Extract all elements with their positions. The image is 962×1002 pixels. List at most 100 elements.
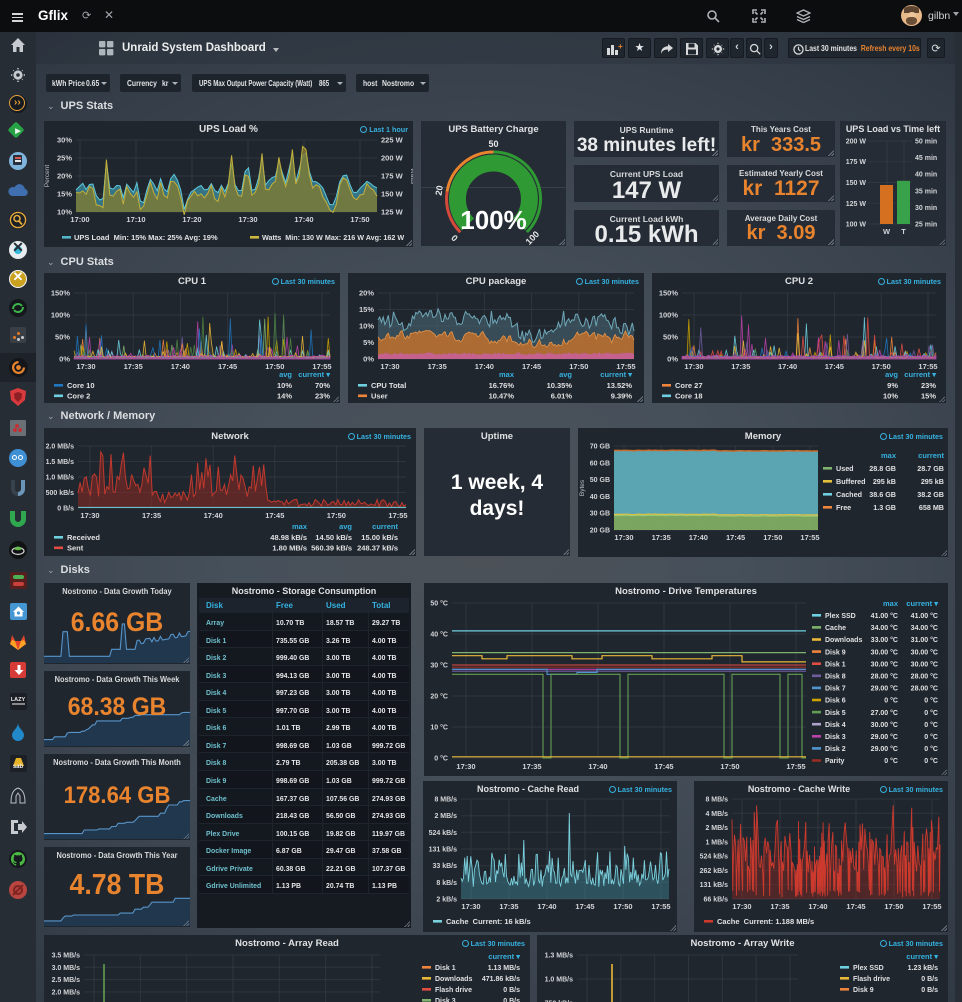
svg-text:17:35: 17:35 <box>652 533 671 542</box>
svg-text:3.5 MB/s: 3.5 MB/s <box>52 953 81 960</box>
svg-text:max: max <box>883 599 899 608</box>
svg-text:current ▾: current ▾ <box>906 952 939 961</box>
svg-text:17:45: 17:45 <box>575 902 594 911</box>
svg-text:Cached: Cached <box>836 490 862 499</box>
svg-text:28.00 °C: 28.00 °C <box>911 685 938 693</box>
svg-text:current: current <box>918 451 944 460</box>
svg-text:100%: 100% <box>51 311 71 320</box>
svg-text:658 MB: 658 MB <box>919 503 944 512</box>
svg-text:17:40: 17:40 <box>588 762 607 771</box>
svg-text:17:45: 17:45 <box>726 533 745 542</box>
svg-text:17:30: 17:30 <box>461 902 480 911</box>
svg-text:Parity: Parity <box>825 758 845 765</box>
svg-text:17:50: 17:50 <box>763 533 782 542</box>
svg-text:248.37 kB/s: 248.37 kB/s <box>357 544 398 553</box>
svg-text:30.00 °C: 30.00 °C <box>871 648 898 656</box>
svg-text:20: 20 <box>433 185 444 196</box>
svg-text:524 kB/s: 524 kB/s <box>429 830 458 837</box>
svg-text:17:45: 17:45 <box>825 362 844 371</box>
svg-text:0 °C: 0 °C <box>884 697 898 705</box>
svg-text:17:45: 17:45 <box>846 902 865 911</box>
svg-text:0: 0 <box>449 233 460 244</box>
svg-text:30.00 °C: 30.00 °C <box>911 660 938 668</box>
svg-text:2 MB/s: 2 MB/s <box>705 825 728 832</box>
svg-text:1.13 MB/s: 1.13 MB/s <box>488 965 520 972</box>
svg-text:current ▾: current ▾ <box>600 370 633 379</box>
svg-text:Disk 2: Disk 2 <box>825 746 846 753</box>
svg-text:17:40: 17:40 <box>778 362 797 371</box>
svg-text:Bytes: Bytes <box>579 479 586 496</box>
svg-text:8 kB/s: 8 kB/s <box>436 880 457 887</box>
svg-text:262 kB/s: 262 kB/s <box>700 868 729 875</box>
svg-text:33 kB/s: 33 kB/s <box>432 863 457 870</box>
svg-text:131 kB/s: 131 kB/s <box>429 847 458 854</box>
svg-text:15%: 15% <box>359 305 374 314</box>
svg-text:Disk 9: Disk 9 <box>853 987 874 994</box>
svg-text:30 °C: 30 °C <box>430 662 448 670</box>
svg-text:4 MB/s: 4 MB/s <box>705 811 728 818</box>
svg-text:10 °C: 10 °C <box>430 724 448 732</box>
svg-text:28.00 °C: 28.00 °C <box>871 673 898 681</box>
svg-text:avg: avg <box>339 522 352 531</box>
svg-text:17:50: 17:50 <box>265 362 284 371</box>
svg-text:29.00 °C: 29.00 °C <box>871 745 898 753</box>
svg-text:50%: 50% <box>55 333 70 342</box>
svg-text:Disk 7: Disk 7 <box>825 686 846 693</box>
svg-text:20 °C: 20 °C <box>430 693 448 701</box>
svg-text:25%: 25% <box>57 154 72 163</box>
svg-text:30.00 °C: 30.00 °C <box>871 660 898 668</box>
svg-text:17:50: 17:50 <box>613 902 632 911</box>
svg-text:175 W: 175 W <box>381 172 404 181</box>
svg-text:50 min: 50 min <box>915 139 937 146</box>
svg-text:5%: 5% <box>363 338 374 347</box>
svg-text:2 MB/s: 2 MB/s <box>434 813 457 820</box>
svg-text:User: User <box>371 392 388 401</box>
svg-text:20%: 20% <box>57 172 72 181</box>
svg-text:40 GB: 40 GB <box>590 494 610 501</box>
svg-text:48.98 kB/s: 48.98 kB/s <box>270 533 307 542</box>
svg-text:Disk 4: Disk 4 <box>825 722 846 729</box>
svg-text:28.7 GB: 28.7 GB <box>917 464 944 473</box>
svg-text:50%: 50% <box>663 333 678 342</box>
svg-text:17:30: 17:30 <box>380 362 399 371</box>
svg-text:+: + <box>618 43 623 51</box>
svg-text:295 kB: 295 kB <box>873 477 896 486</box>
svg-text:Plex SSD: Plex SSD <box>853 965 884 972</box>
svg-text:15.00 kB/s: 15.00 kB/s <box>361 533 398 542</box>
svg-text:Disk 1: Disk 1 <box>825 661 846 668</box>
svg-text:10.35%: 10.35% <box>547 381 573 390</box>
svg-text:current ▾: current ▾ <box>906 599 939 608</box>
svg-text:17:45: 17:45 <box>265 511 284 520</box>
svg-text:0 B/s: 0 B/s <box>57 506 74 513</box>
svg-text:524 kB/s: 524 kB/s <box>700 854 729 861</box>
svg-text:28.00 °C: 28.00 °C <box>911 673 938 681</box>
svg-text:Disk 8: Disk 8 <box>825 674 846 681</box>
svg-text:1.23 kB/s: 1.23 kB/s <box>908 965 938 972</box>
svg-text:avg: avg <box>885 370 898 379</box>
svg-text:0 B/s: 0 B/s <box>921 976 938 983</box>
svg-text:10%: 10% <box>57 208 72 217</box>
svg-text:200 W: 200 W <box>846 139 867 146</box>
svg-text:W: W <box>883 227 891 236</box>
svg-text:17:55: 17:55 <box>616 362 635 371</box>
svg-text:41.00 °C: 41.00 °C <box>911 612 938 620</box>
svg-text:2.0 MB/s: 2.0 MB/s <box>46 444 75 451</box>
svg-text:125 W: 125 W <box>846 201 867 208</box>
svg-text:14.50 kB/s: 14.50 kB/s <box>315 533 352 542</box>
svg-text:1.3 MB/s: 1.3 MB/s <box>545 953 574 960</box>
svg-text:Percent: Percent <box>44 165 51 188</box>
svg-text:17:40: 17:40 <box>475 362 494 371</box>
svg-text:17:30: 17:30 <box>732 902 751 911</box>
svg-text:50 °C: 50 °C <box>430 600 448 608</box>
svg-text:30%: 30% <box>57 136 72 145</box>
svg-text:current ▾: current ▾ <box>488 952 521 961</box>
svg-text:1.5 MB/s: 1.5 MB/s <box>46 459 75 466</box>
svg-text:30 GB: 30 GB <box>590 511 610 518</box>
svg-text:125 W: 125 W <box>381 208 404 217</box>
svg-text:8 MB/s: 8 MB/s <box>705 797 728 804</box>
svg-text:Received: Received <box>67 533 100 542</box>
svg-text:17:35: 17:35 <box>142 511 161 520</box>
svg-text:0 °C: 0 °C <box>924 721 938 729</box>
svg-text:40 °C: 40 °C <box>430 631 448 639</box>
svg-text:8 MB/s: 8 MB/s <box>434 797 457 804</box>
